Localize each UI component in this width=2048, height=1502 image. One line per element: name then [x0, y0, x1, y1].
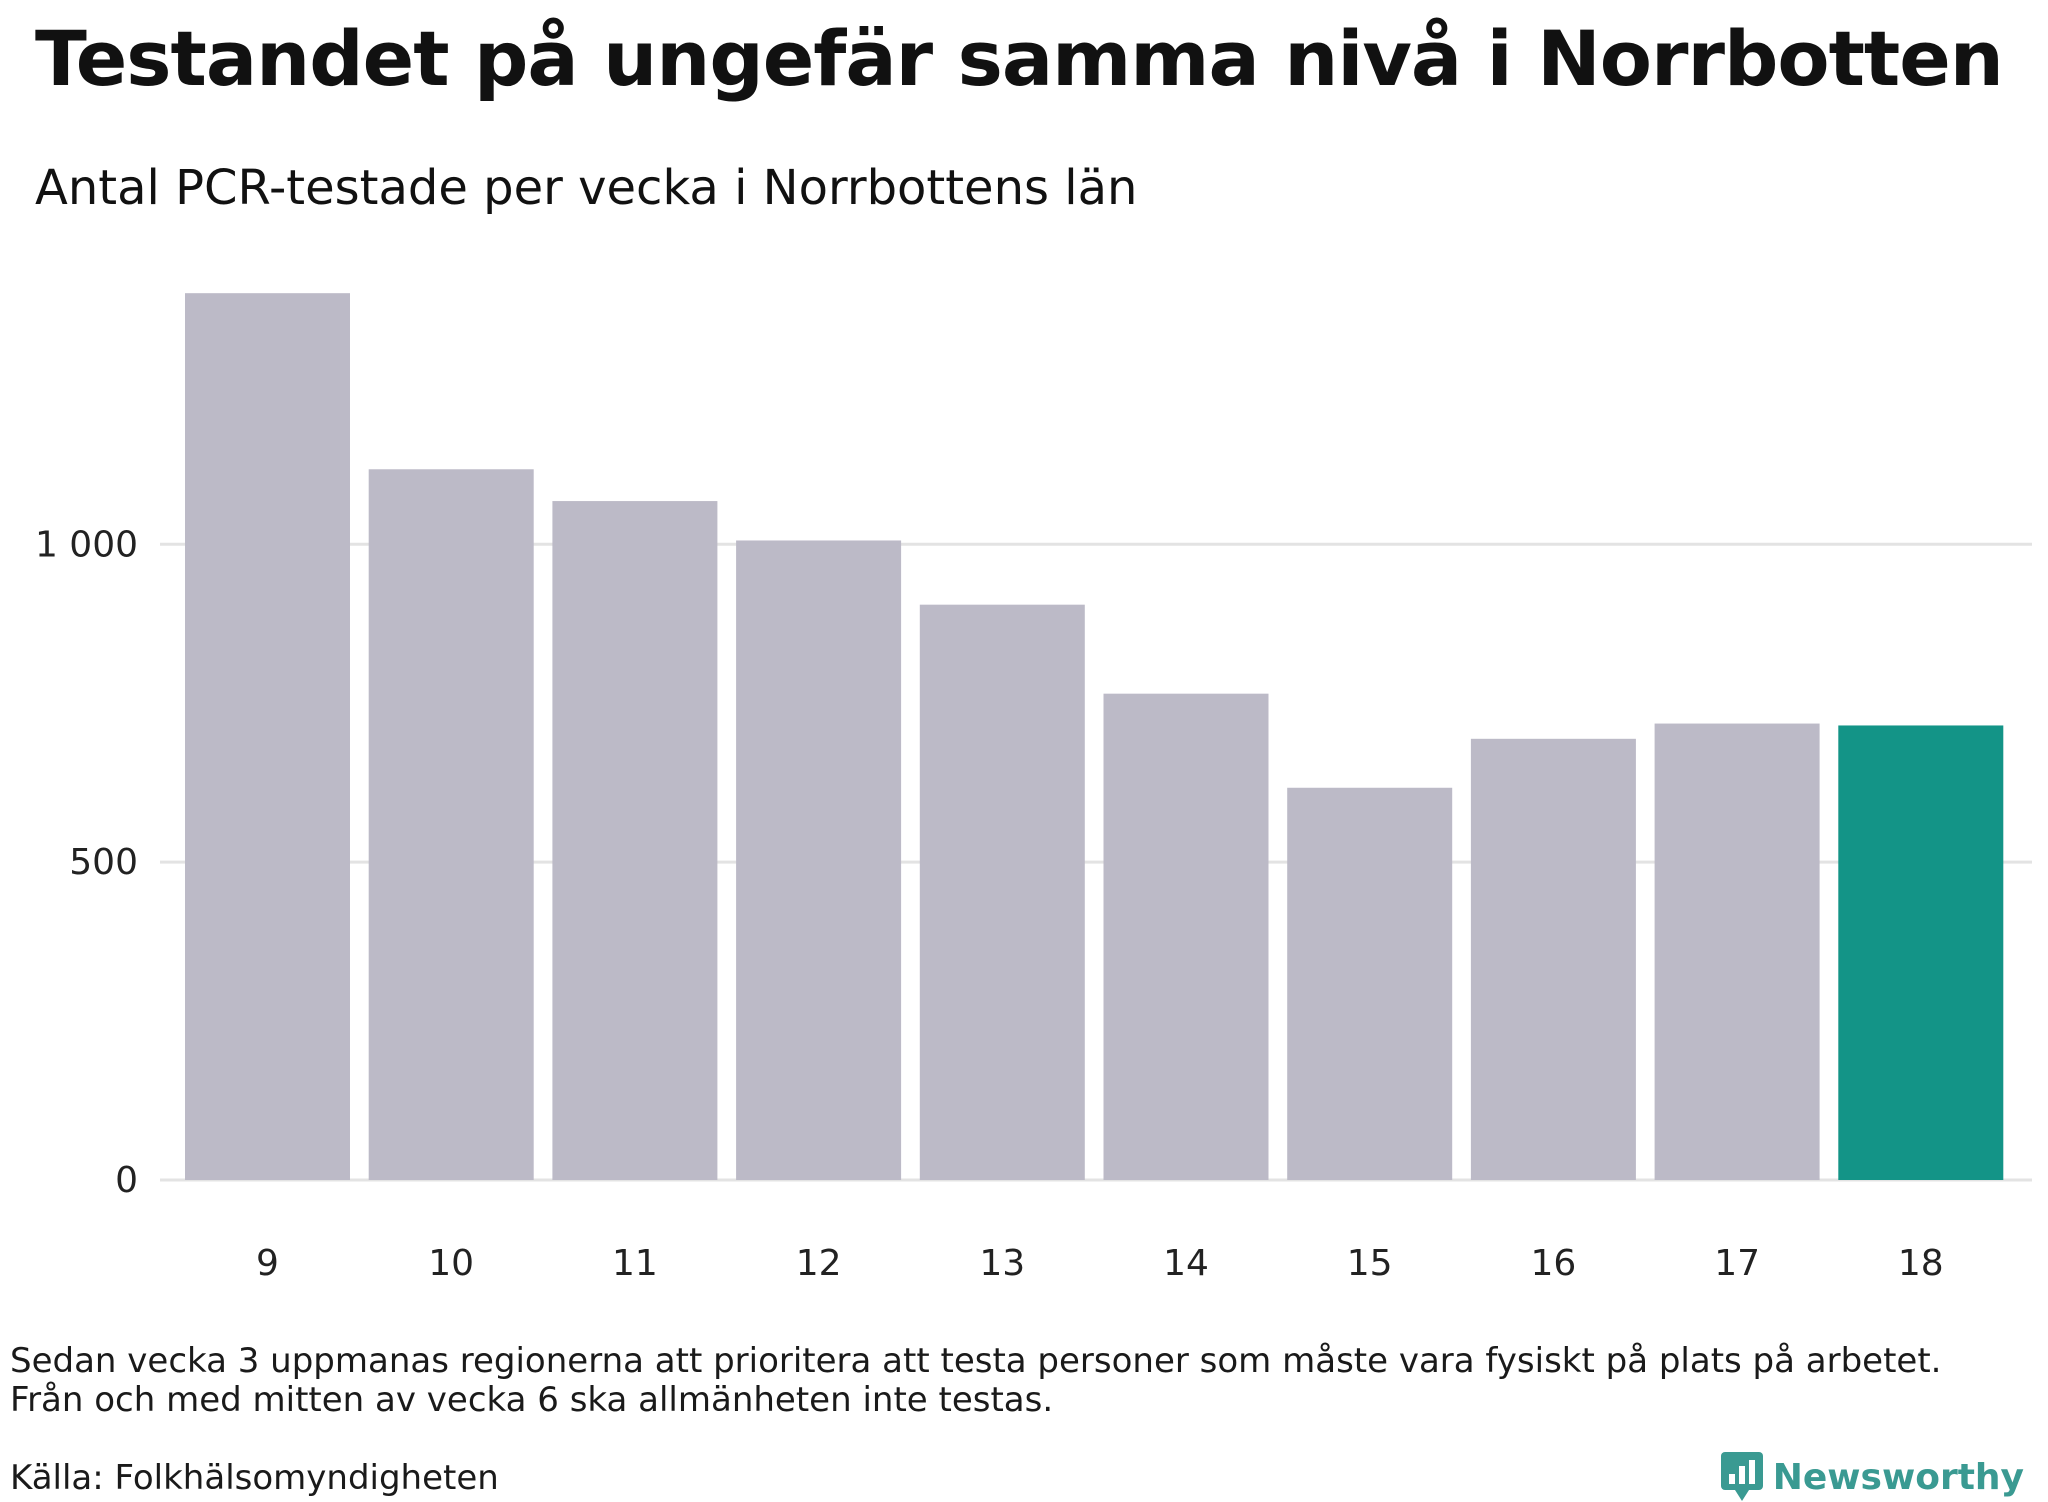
bar-week-16: [1470, 738, 1636, 1180]
bar-week-11: [552, 501, 718, 1180]
y-tick-label: 1 000: [35, 524, 138, 565]
bars: [185, 293, 2004, 1180]
x-tick-label: 17: [1714, 1243, 1760, 1284]
brand-logo: Newsworthy: [1720, 1452, 2024, 1502]
bar-week-17: [1654, 723, 1820, 1180]
x-tick-label: 11: [612, 1243, 658, 1284]
y-axis-tick-labels: 0 500 1 000: [35, 524, 138, 1201]
footnote: Sedan vecka 3 uppmanas regionerna att pr…: [10, 1342, 2030, 1420]
x-axis-tick-labels: 9 10 11 12 13 14 15 16 17 18: [256, 1243, 1944, 1284]
x-tick-label: 15: [1347, 1243, 1393, 1284]
bar-week-9: [185, 293, 350, 1180]
y-tick-label: 0: [115, 1160, 138, 1201]
y-tick-label: 500: [69, 842, 138, 883]
x-tick-label: 18: [1898, 1243, 1944, 1284]
bar-week-14: [1103, 693, 1269, 1180]
bar-chart-speech-icon: [1720, 1452, 1763, 1501]
x-tick-label: 16: [1530, 1243, 1576, 1284]
bar-week-10: [368, 469, 534, 1180]
brand-name: Newsworthy: [1772, 1456, 2024, 1498]
chart-subtitle: Antal PCR-testade per vecka i Norrbotten…: [35, 160, 1138, 216]
bar-week-18: [1838, 725, 2004, 1180]
bar-week-13: [919, 604, 1085, 1180]
x-tick-label: 10: [428, 1243, 474, 1284]
source-credit: Källa: Folkhälsomyndigheten: [10, 1458, 499, 1498]
footnote-line-1: Sedan vecka 3 uppmanas regionerna att pr…: [10, 1341, 1942, 1381]
bar-chart: 0 500 1 000 9 10 11 12 13 14 15 16 17 18: [35, 293, 2032, 1284]
bar-week-12: [736, 540, 902, 1180]
footnote-line-2: Från och med mitten av vecka 6 ska allmä…: [10, 1380, 1054, 1420]
x-tick-label: 13: [979, 1243, 1025, 1284]
x-tick-label: 9: [256, 1243, 279, 1284]
x-tick-label: 12: [796, 1243, 842, 1284]
bar-week-15: [1287, 787, 1453, 1180]
chart-title: Testandet på ungefär samma nivå i Norrbo…: [35, 14, 2004, 103]
x-tick-label: 14: [1163, 1243, 1209, 1284]
